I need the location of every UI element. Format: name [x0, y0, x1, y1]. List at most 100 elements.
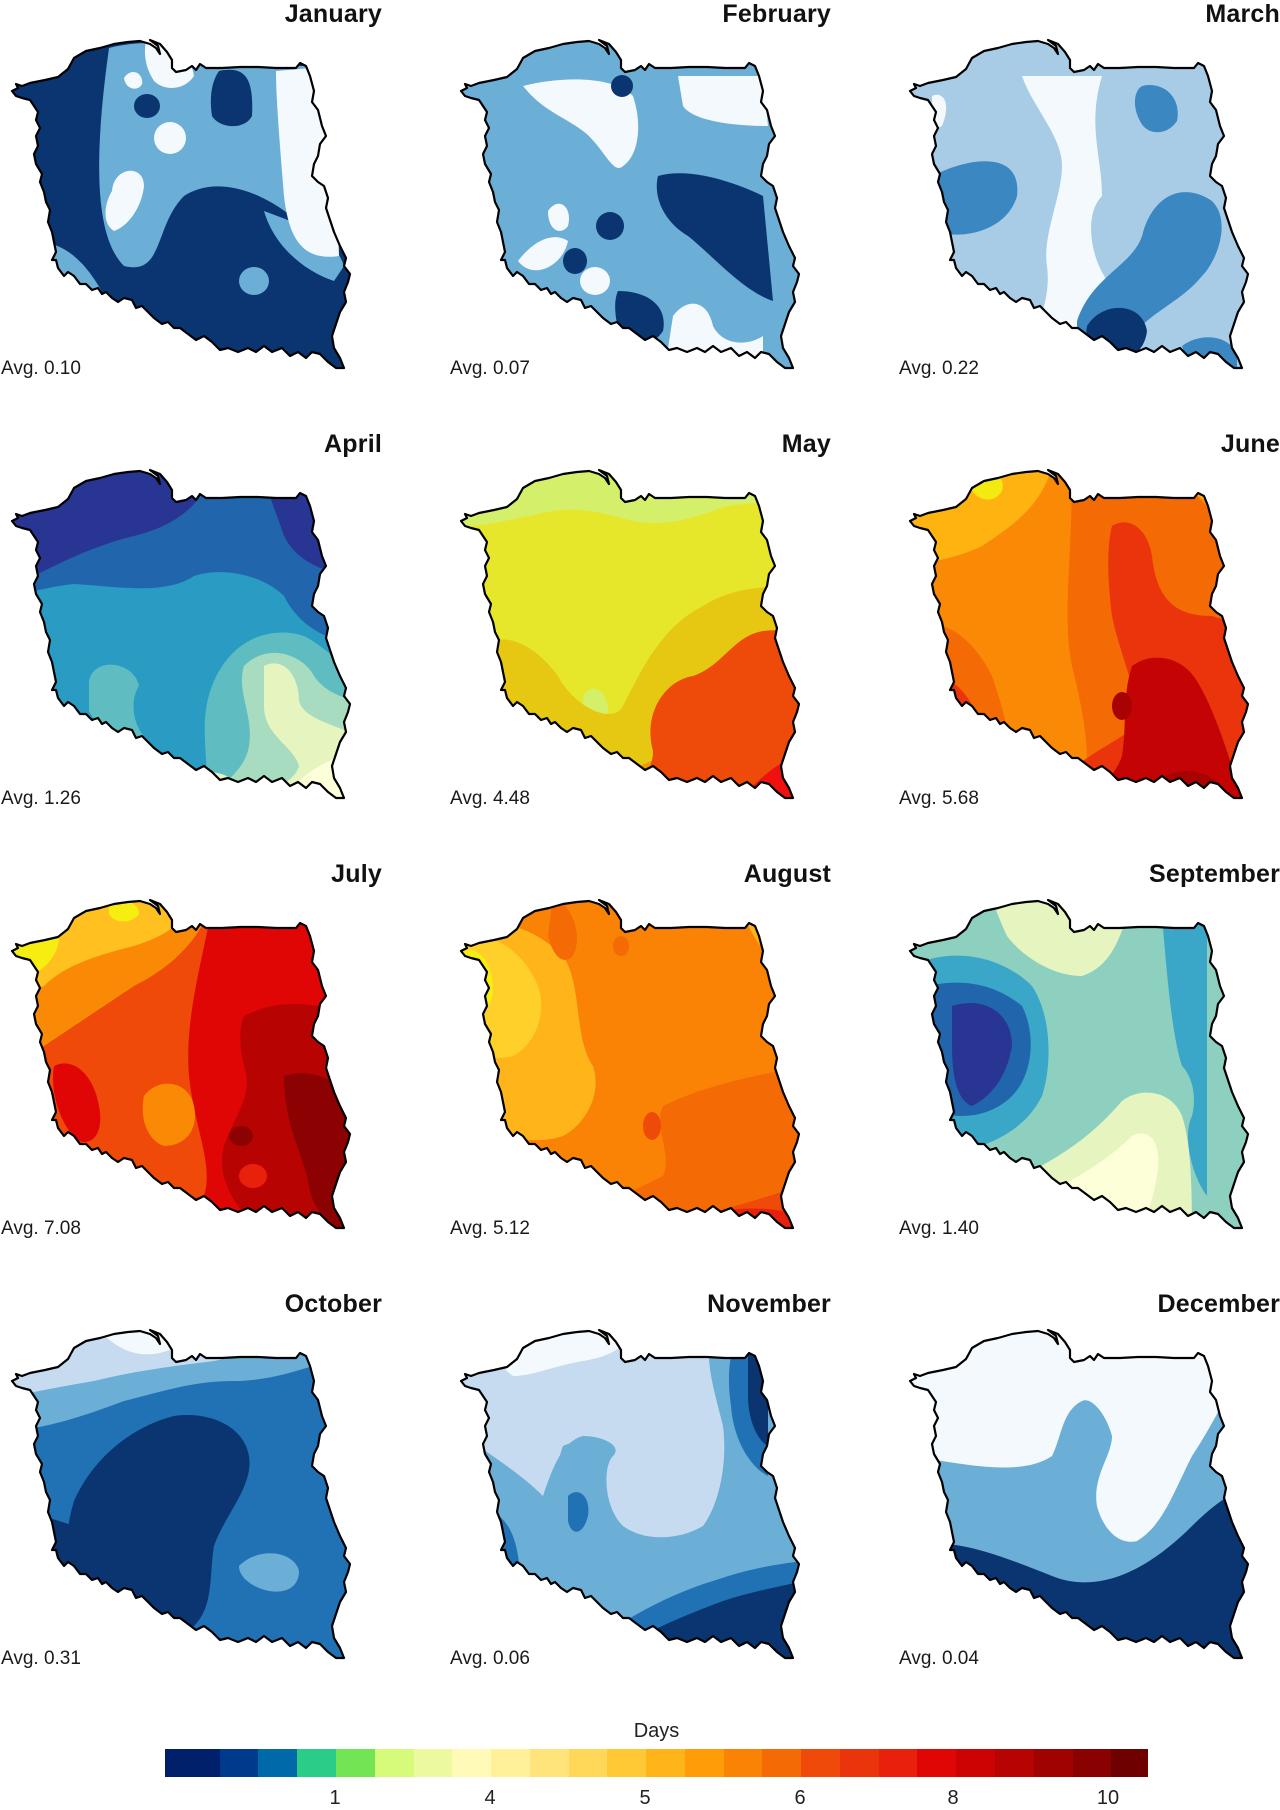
panel-average: Avg. 1.26: [1, 788, 81, 810]
colorbar-segment: [165, 1749, 220, 1777]
poland-map: [0, 1326, 382, 1656]
panel-title: June: [1221, 430, 1280, 458]
map-panel-may: May Avg. 4.48: [449, 430, 831, 830]
colorbar-segment: [414, 1749, 453, 1777]
colorbar-segment: [879, 1749, 918, 1777]
contour-region: [580, 267, 610, 295]
colorbar-tick-label: 5: [639, 1787, 650, 1810]
panel-average: Avg. 0.06: [450, 1648, 530, 1670]
colorbar-segment: [1073, 1749, 1112, 1777]
colorbar: [165, 1749, 1148, 1777]
contour-region: [134, 94, 160, 118]
panel-average: Avg. 0.31: [1, 1648, 81, 1670]
poland-map: [449, 1326, 831, 1656]
colorbar-segment: [491, 1749, 530, 1777]
colorbar-segment: [995, 1749, 1034, 1777]
colorbar-segment: [569, 1749, 608, 1777]
contour-region: [239, 1164, 267, 1188]
poland-map: [898, 466, 1280, 796]
contour-region: [1112, 692, 1132, 720]
panel-title: September: [1149, 860, 1280, 888]
contour-region: [211, 70, 252, 126]
panel-average: Avg. 0.22: [899, 358, 979, 380]
colorbar-tick-label: 4: [484, 1787, 495, 1810]
panel-title: October: [285, 1290, 382, 1318]
colorbar-segment: [530, 1749, 569, 1777]
contour-region: [563, 248, 587, 274]
panel-title: March: [1205, 0, 1280, 28]
contour-region: [1182, 337, 1237, 386]
panel-average: Avg. 5.12: [450, 1218, 530, 1240]
panel-average: Avg. 7.08: [1, 1218, 81, 1240]
map-panel-december: December Avg. 0.04: [898, 1290, 1280, 1690]
colorbar-tick-label: 6: [794, 1787, 805, 1810]
map-panel-november: November Avg. 0.06: [449, 1290, 831, 1690]
poland-map: [0, 896, 382, 1226]
contour-region: [239, 267, 269, 295]
panel-title: May: [782, 430, 831, 458]
colorbar-tick-label: 10: [1097, 1787, 1119, 1810]
map-panel-june: June Avg. 5.68: [898, 430, 1280, 830]
poland-map: [898, 896, 1280, 1226]
map-panel-july: July Avg. 7.08: [0, 860, 382, 1260]
poland-map: [0, 36, 382, 366]
panel-average: Avg. 0.10: [1, 358, 81, 380]
colorbar-segment: [258, 1749, 297, 1777]
panel-average: Avg. 5.68: [899, 788, 979, 810]
panel-title: August: [744, 860, 831, 888]
poland-map: [898, 1326, 1280, 1656]
panel-title: July: [331, 860, 382, 888]
colorbar-segment: [220, 1749, 259, 1777]
colorbar-segment: [801, 1749, 840, 1777]
map-panel-january: January Avg. 0.10: [0, 0, 382, 400]
map-panel-october: October Avg. 0.31: [0, 1290, 382, 1690]
contour-region: [154, 122, 186, 154]
colorbar-segment: [762, 1749, 801, 1777]
panel-title: January: [285, 0, 382, 28]
contour-region: [229, 1126, 253, 1146]
poland-map: [0, 466, 382, 796]
contour-region: [611, 75, 633, 97]
panel-average: Avg. 1.40: [899, 1218, 979, 1240]
colorbar-segment: [375, 1749, 414, 1777]
contour-region: [14, 1515, 74, 1586]
colorbar-segment: [607, 1749, 646, 1777]
colorbar-legend: Days 1 4 5 6 8 10: [165, 1718, 1148, 1809]
colorbar-segment: [646, 1749, 685, 1777]
colorbar-segment: [336, 1749, 375, 1777]
map-panel-august: August Avg. 5.12: [449, 860, 831, 1260]
panel-title: February: [722, 0, 831, 28]
colorbar-segment: [917, 1749, 956, 1777]
map-panel-february: February Avg. 0.07: [449, 0, 831, 400]
panel-average: Avg. 0.07: [450, 358, 530, 380]
map-panel-april: April Avg. 1.26: [0, 430, 382, 830]
contour-region: [1086, 308, 1147, 366]
colorbar-segment: [1034, 1749, 1073, 1777]
contour-region: [613, 936, 629, 956]
map-panel-march: March Avg. 0.22: [898, 0, 1280, 400]
colorbar-tick-label: 8: [947, 1787, 958, 1810]
panel-title: April: [324, 430, 382, 458]
colorbar-segment: [724, 1749, 763, 1777]
poland-map: [449, 896, 831, 1226]
poland-map: [898, 36, 1280, 366]
panel-title: November: [707, 1290, 831, 1318]
panel-title: December: [1158, 1290, 1280, 1318]
contour-region: [463, 1535, 506, 1626]
panel-average: Avg. 4.48: [450, 788, 530, 810]
colorbar-segment: [956, 1749, 995, 1777]
colorbar-segment: [840, 1749, 879, 1777]
panel-average: Avg. 0.04: [899, 1648, 979, 1670]
colorbar-segment: [1111, 1749, 1148, 1777]
contour-region: [643, 1112, 661, 1140]
colorbar-segment: [685, 1749, 724, 1777]
colorbar-segment: [452, 1749, 491, 1777]
map-panel-september: September Avg. 1.40: [898, 860, 1280, 1260]
colorbar-tick-label: 1: [329, 1787, 340, 1810]
poland-map: [449, 36, 831, 366]
colorbar-segment: [297, 1749, 336, 1777]
contour-region: [596, 212, 624, 240]
contour-region: [521, 1587, 578, 1624]
poland-map: [449, 466, 831, 796]
colorbar-label: Days: [165, 1720, 1148, 1743]
